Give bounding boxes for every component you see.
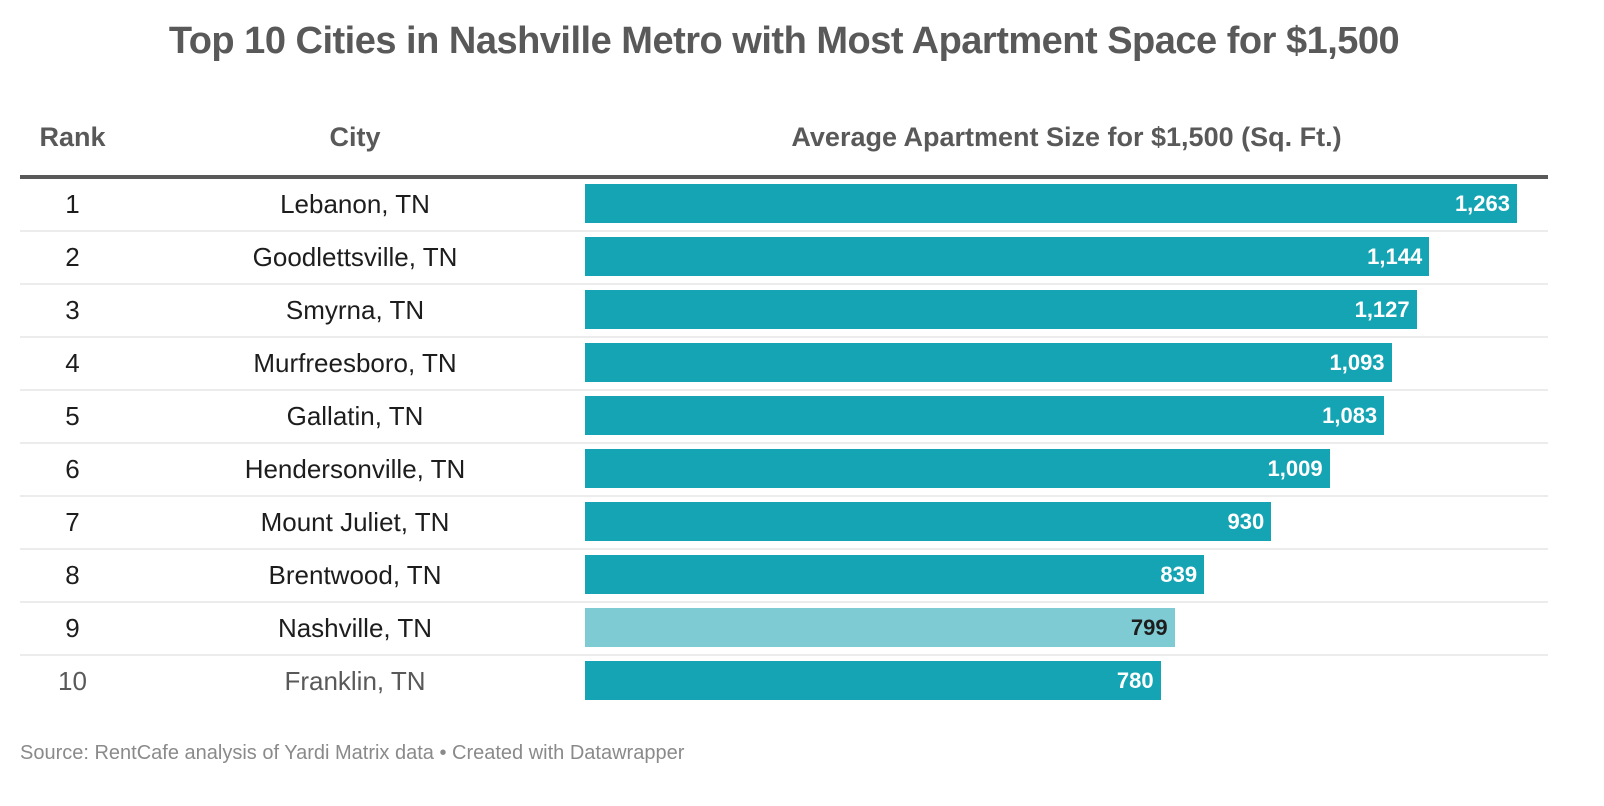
column-header-city: City	[329, 122, 381, 152]
rank-cell: 8	[65, 560, 80, 590]
city-cell: Mount Juliet, TN	[260, 507, 450, 537]
bar	[585, 555, 1205, 594]
table-row: 10 Franklin, TN 780	[20, 656, 1548, 709]
rank-cell: 6	[65, 454, 80, 484]
bar-value-label: 1,263	[1454, 191, 1510, 216]
table-row: 7 Mount Juliet, TN 930	[20, 497, 1548, 550]
table-row: 1 Lebanon, TN 1,263	[20, 179, 1548, 232]
bar-value-label: 1,083	[1322, 403, 1378, 428]
row-divider	[20, 495, 1548, 497]
column-header-rank: Rank	[39, 122, 106, 152]
city-cell: Smyrna, TN	[285, 295, 425, 325]
bar	[585, 502, 1272, 541]
bar-value-label: 1,009	[1267, 456, 1323, 481]
table-row: 2 Goodlettsville, TN 1,144	[20, 232, 1548, 285]
row-divider	[20, 389, 1548, 391]
table-row: 9 Nashville, TN 799	[20, 603, 1548, 656]
bar	[585, 184, 1517, 223]
rank-cell: 5	[65, 401, 80, 431]
table-row: 4 Murfreesboro, TN 1,093	[20, 338, 1548, 391]
city-cell: Franklin, TN	[284, 666, 426, 696]
bar-value-label: 780	[1116, 668, 1154, 693]
bar-value-label: 1,127	[1354, 297, 1410, 322]
table-row: 6 Hendersonville, TN 1,009	[20, 444, 1548, 497]
city-cell: Nashville, TN	[277, 613, 433, 643]
row-divider	[20, 283, 1548, 285]
city-cell: Goodlettsville, TN	[252, 242, 458, 272]
bar-value-label: 1,093	[1329, 350, 1385, 375]
city-cell: Hendersonville, TN	[244, 454, 466, 484]
source-footer: Source: RentCafe analysis of Yardi Matri…	[20, 742, 685, 764]
table-row: 5 Gallatin, TN 1,083	[20, 391, 1548, 444]
city-cell: Murfreesboro, TN	[253, 348, 457, 378]
column-header-size: Average Apartment Size for $1,500 (Sq. F…	[791, 122, 1342, 152]
row-divider	[20, 336, 1548, 338]
bar	[585, 661, 1161, 700]
rank-cell: 9	[65, 613, 80, 643]
rank-cell: 4	[65, 348, 80, 378]
city-cell: Lebanon, TN	[280, 189, 430, 219]
bar	[585, 343, 1392, 382]
row-divider	[20, 601, 1548, 603]
rank-cell: 3	[65, 295, 80, 325]
bar	[585, 396, 1385, 435]
city-cell: Gallatin, TN	[286, 401, 424, 431]
row-divider	[20, 230, 1548, 232]
header-divider	[20, 175, 1548, 179]
bar	[585, 608, 1175, 647]
row-divider	[20, 654, 1548, 656]
bar	[585, 290, 1417, 329]
rank-cell: 10	[58, 666, 87, 696]
rank-cell: 2	[65, 242, 80, 272]
bar-value-label: 799	[1130, 615, 1168, 640]
bar-value-label: 930	[1227, 509, 1265, 534]
bar	[585, 449, 1330, 488]
chart-title: Top 10 Cities in Nashville Metro with Mo…	[168, 20, 1400, 62]
bar	[585, 237, 1430, 276]
row-divider	[20, 442, 1548, 444]
city-cell: Brentwood, TN	[268, 560, 442, 590]
table-row: 3 Smyrna, TN 1,127	[20, 285, 1548, 338]
table-row: 8 Brentwood, TN 839	[20, 550, 1548, 603]
rank-cell: 1	[65, 189, 80, 219]
bar-value-label: 839	[1160, 562, 1198, 587]
row-divider	[20, 548, 1548, 550]
bar-value-label: 1,144	[1367, 244, 1423, 269]
rank-cell: 7	[65, 507, 80, 537]
